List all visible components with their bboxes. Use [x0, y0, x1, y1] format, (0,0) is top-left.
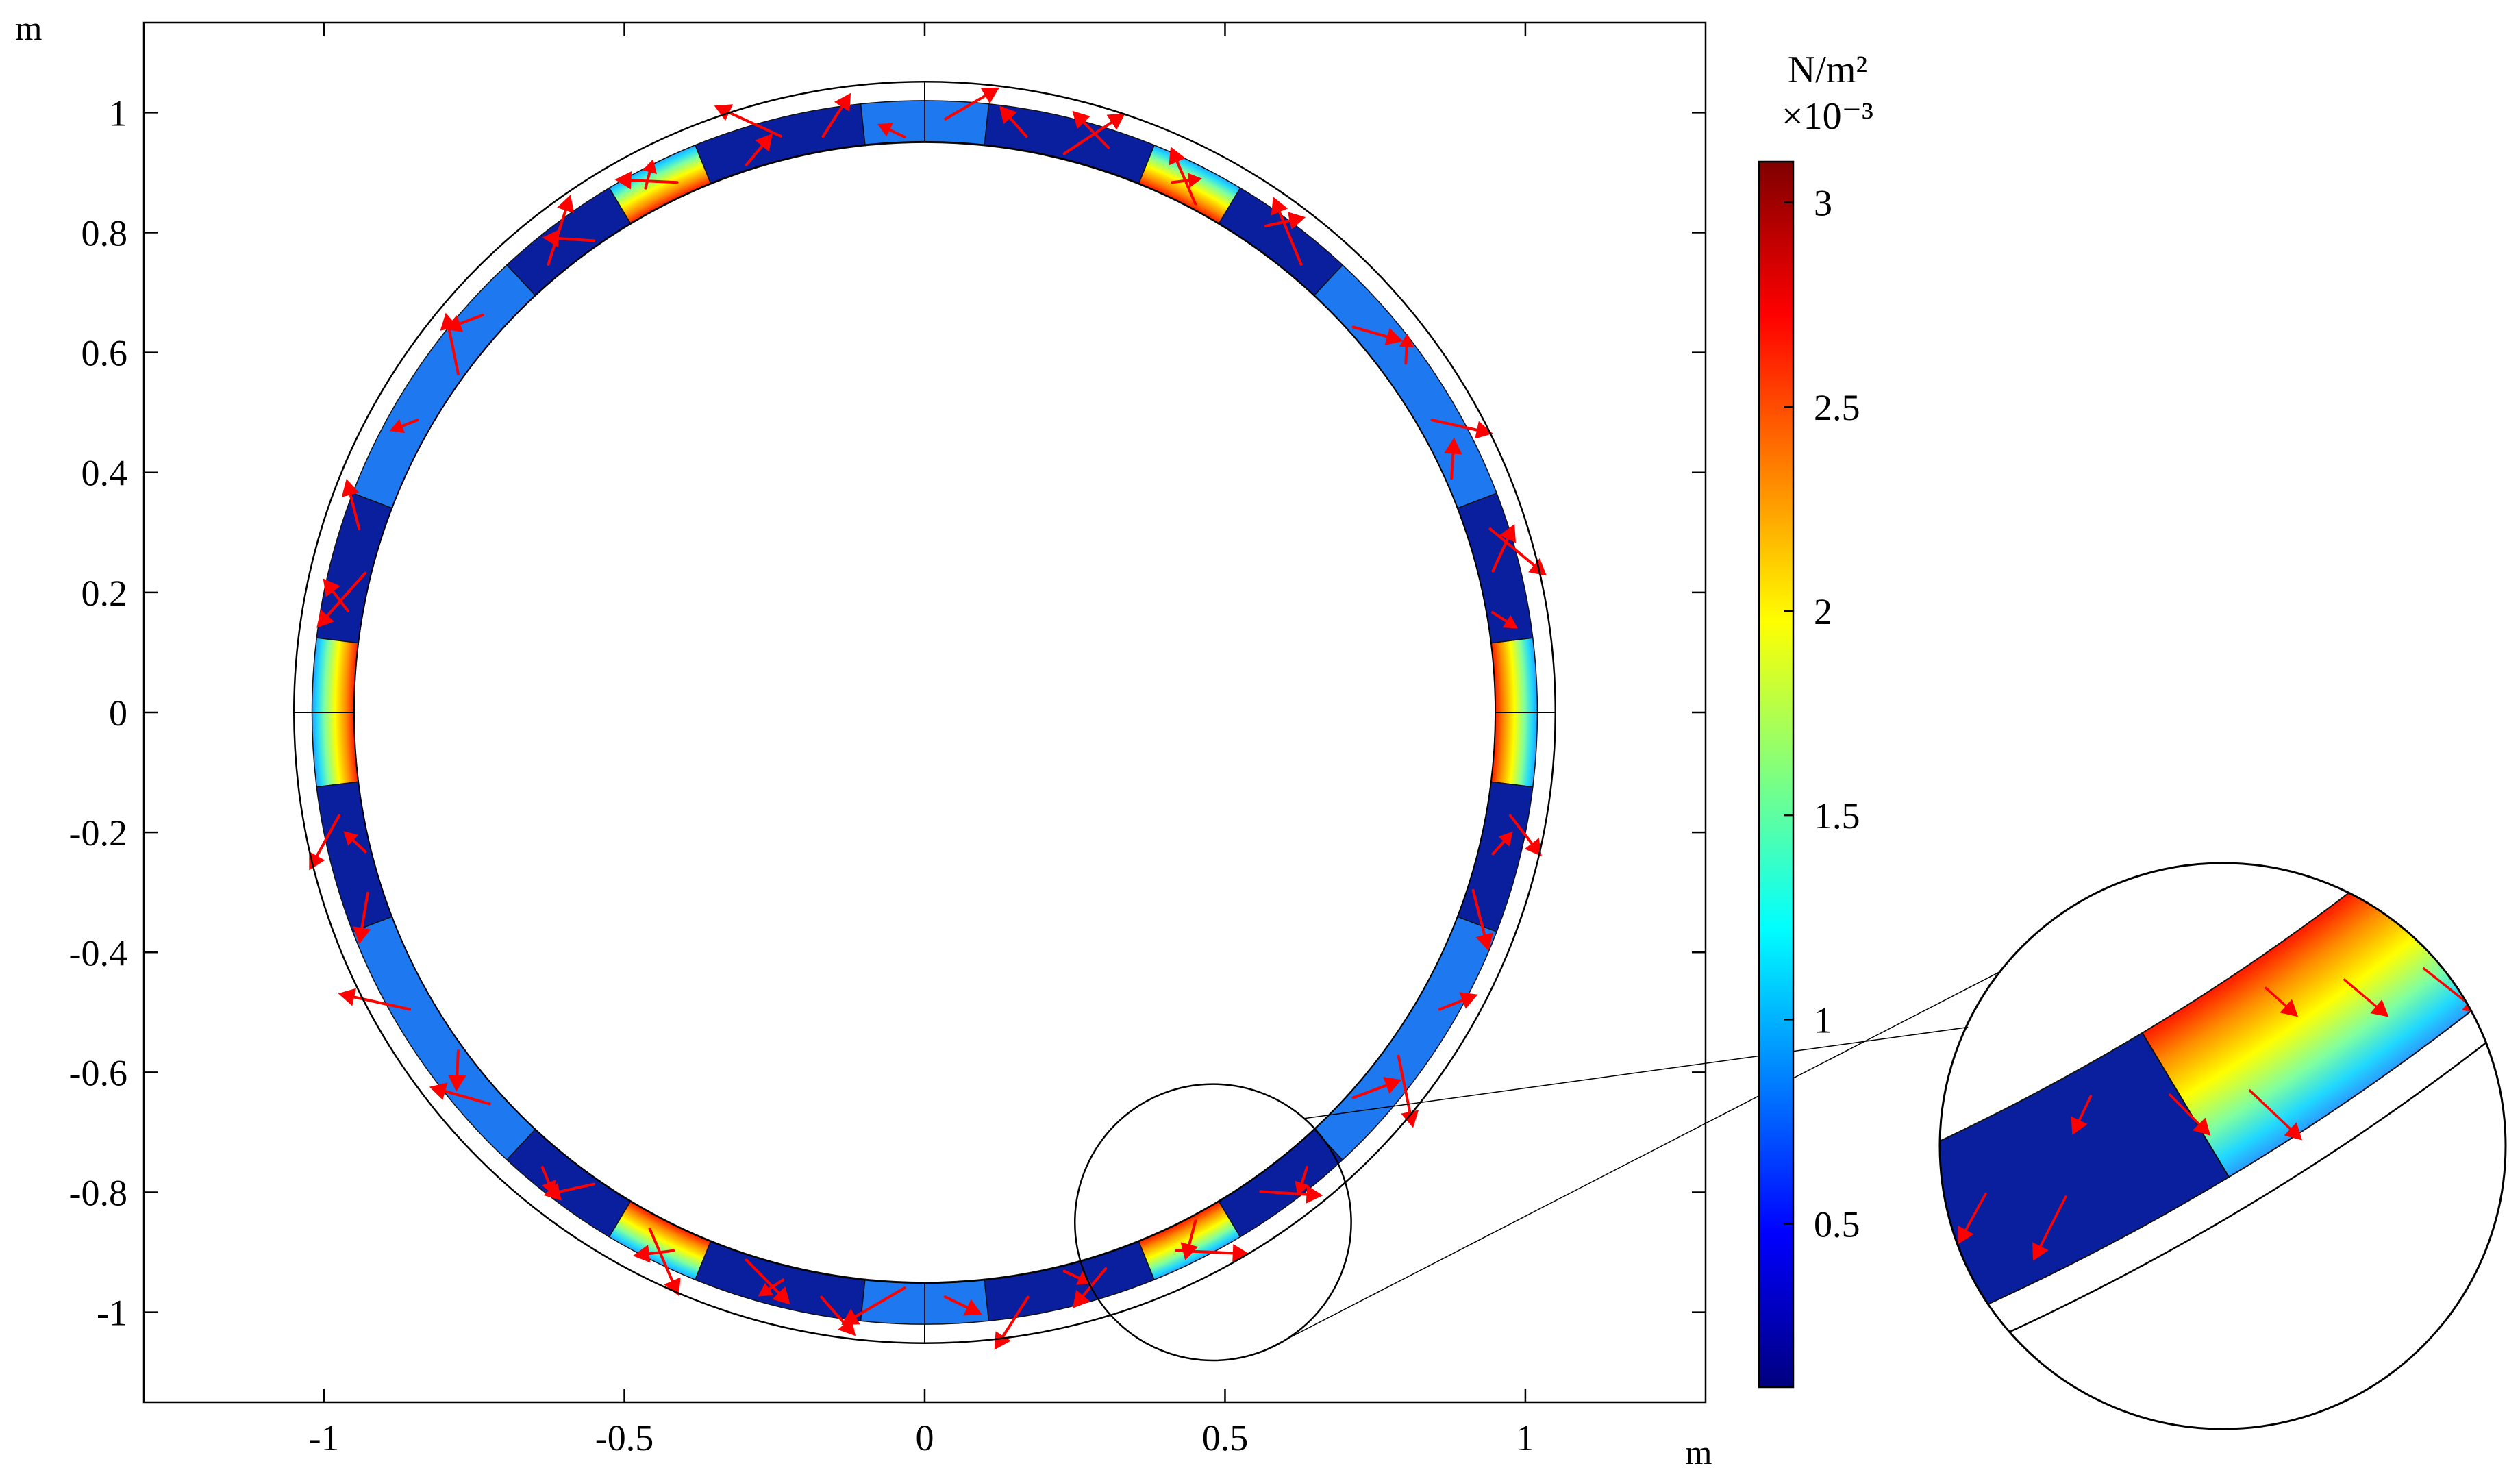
- field-arrow: [614, 171, 679, 190]
- inset-segment-low: [1940, 1032, 2230, 1350]
- inset-arrow: [2508, 850, 2520, 883]
- x-tick-label: 0: [916, 1417, 934, 1458]
- zoom-inset-border: [1938, 862, 2507, 1430]
- colorbar-gradient: [1758, 160, 1795, 1389]
- field-arrow: [1444, 437, 1462, 480]
- zoom-connector-top: [1302, 1026, 1969, 1119]
- field-arrow: [841, 1286, 906, 1325]
- zoom-region-circle: [1073, 1083, 1352, 1362]
- y-tick-label: -0.6: [69, 1052, 127, 1093]
- plot-frame: [142, 21, 1707, 1404]
- colorbar-tick-label: 0.5: [1814, 1204, 1860, 1245]
- field-arrow: [994, 1295, 1030, 1350]
- x-tick-label: -1: [309, 1417, 340, 1458]
- field-arrow: [821, 92, 851, 138]
- field-arrow: [877, 123, 906, 138]
- field-arrow: [547, 195, 575, 266]
- colorbar: 0.5 1 1.5 2 2.5 3 N/m² ×10⁻³: [1758, 49, 1873, 1389]
- x-axis-ticks: -1 -0.5 0 0.5 1: [309, 23, 1534, 1458]
- inset-arrow: [2248, 1089, 2303, 1141]
- field-arrow: [1351, 1077, 1402, 1099]
- x-tick-label: -0.5: [595, 1417, 653, 1458]
- field-arrow: [745, 133, 773, 166]
- field-arrow: [1471, 888, 1493, 951]
- inset-arrow: [1885, 1188, 1907, 1225]
- field-arrow: [353, 891, 371, 945]
- main-plot: -1 -0.5 0 0.5 1 1 0.8 0.6 0.4 0.2 0 -0.2 -0.4 -0.6 -0…: [16, 9, 1712, 1468]
- field-arrow: [1397, 1054, 1419, 1128]
- y-tick-label: -0.4: [69, 932, 127, 973]
- y-tick-label: 0.6: [82, 333, 128, 374]
- x-axis-label: m: [1686, 1433, 1712, 1468]
- field-arrow: [1062, 113, 1125, 155]
- inset-arrow: [2429, 863, 2466, 891]
- field-arrow: [389, 419, 419, 433]
- field-arrow: [343, 831, 367, 854]
- field-arrow: [1399, 333, 1414, 365]
- field-arrow: [642, 159, 657, 190]
- field-arrow: [1430, 419, 1493, 439]
- field-arrow: [1491, 524, 1517, 573]
- inset-segment-high: [2141, 863, 2506, 1178]
- field-arrow: [543, 1182, 596, 1201]
- colorbar-ticks: 0.5 1 1.5 2 2.5 3: [1784, 183, 1860, 1245]
- field-arrow: [440, 312, 460, 375]
- field-arrow: [1271, 197, 1303, 266]
- field-arrow: [323, 578, 349, 612]
- field-arrow: [429, 1082, 491, 1106]
- y-tick-label: 0.8: [82, 212, 128, 253]
- colorbar-unit: N/m²: [1788, 49, 1867, 91]
- field-arrow: [1169, 147, 1197, 206]
- y-axis-label: m: [16, 9, 42, 47]
- field-arrow: [1491, 831, 1513, 856]
- field-arrow: [1073, 1267, 1108, 1308]
- field-arrow: [1180, 1219, 1199, 1260]
- field-arrow: [714, 104, 782, 138]
- x-tick-label: 0.5: [1202, 1417, 1249, 1458]
- field-arrow: [1438, 992, 1478, 1011]
- field-arrow: [1488, 527, 1547, 576]
- y-tick-label: 0.2: [82, 573, 128, 614]
- inset-arrow: [2169, 1093, 2211, 1136]
- field-arrow: [943, 1295, 982, 1316]
- field-arrow: [999, 105, 1028, 138]
- field-arrow: [1508, 814, 1542, 857]
- y-tick-label: -1: [97, 1293, 127, 1334]
- field-arrow: [944, 87, 1000, 121]
- colorbar-exponent: ×10⁻³: [1782, 95, 1873, 138]
- colorbar-tick-label: 3: [1814, 183, 1832, 224]
- field-arrow: [1171, 173, 1202, 188]
- ring-outlines: [292, 80, 1557, 1345]
- field-arrow: [1351, 325, 1404, 346]
- inset-arrow: [2071, 1095, 2093, 1135]
- x-tick-label: 1: [1516, 1417, 1534, 1458]
- inset-arrow: [2032, 1195, 2067, 1261]
- inset-arrow: [2343, 978, 2389, 1017]
- y-axis-ticks: 1 0.8 0.6 0.4 0.2 0 -0.2 -0.4 -0.6 -0.8 -1: [69, 92, 1706, 1334]
- inset-outer-boundary: [1940, 863, 2506, 1429]
- field-arrow: [316, 571, 367, 628]
- colorbar-tick-label: 1.5: [1814, 795, 1860, 836]
- colorbar-tick-label: 2: [1814, 591, 1832, 632]
- field-arrow: [341, 479, 361, 531]
- colorbar-tick-label: 1: [1814, 999, 1832, 1041]
- field-arrow: [448, 1049, 466, 1092]
- field-arrow: [1295, 1166, 1310, 1196]
- colorbar-tick-label: 2.5: [1814, 387, 1860, 428]
- y-tick-label: 1: [109, 92, 127, 134]
- field-arrow: [1264, 212, 1306, 230]
- field-arrow: [1491, 611, 1519, 629]
- arrow-field: [309, 87, 1547, 1350]
- y-tick-label: 0: [109, 693, 127, 734]
- y-tick-label: 0.4: [82, 453, 128, 494]
- y-tick-label: -0.2: [69, 812, 127, 854]
- zoom-connector-bottom: [1261, 970, 2003, 1353]
- field-arrow: [632, 1245, 675, 1263]
- field-arrow: [1072, 110, 1110, 149]
- y-tick-label: -0.8: [69, 1173, 127, 1214]
- inset-arrow: [2265, 986, 2299, 1017]
- inset-arrow: [1958, 1192, 1987, 1245]
- field-arrow: [758, 1278, 785, 1297]
